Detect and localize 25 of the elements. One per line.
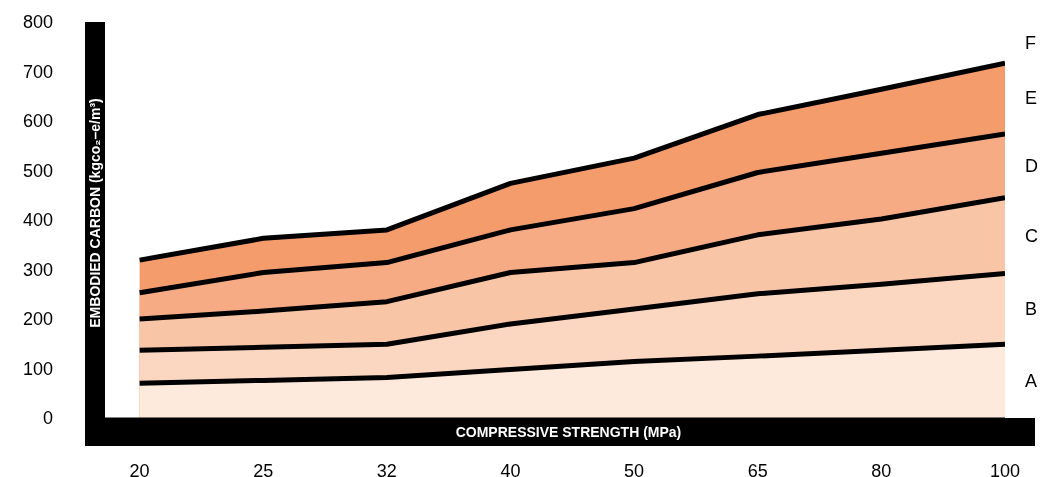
x-tick-label: 100 [989,460,1021,477]
x-tick-label: 50 [624,460,645,477]
y-tick-label: 700 [22,61,53,82]
y-tick-label: 800 [22,12,53,33]
x-tick-label: 32 [376,460,397,477]
series-label: B [1025,298,1038,320]
x-tick-label: 65 [747,460,768,477]
series-label: C [1025,225,1038,247]
series-label: E [1025,87,1038,109]
series-label: A [1025,370,1038,392]
y-tick-label: 600 [22,111,53,132]
x-tick-label: 40 [500,460,521,477]
y-tick-label: 200 [22,309,53,330]
y-axis-title: EMBODIED CARBON (kgco₂–e/m³) [87,98,103,328]
y-tick-label: 300 [22,259,53,280]
x-tick-label: 20 [129,460,150,477]
y-tick-label: 0 [42,408,53,429]
y-tick-label: 400 [22,210,53,231]
series-label: D [1025,155,1038,177]
y-tick-label: 100 [22,358,53,379]
y-tick-label: 500 [22,160,53,181]
x-axis-title: COMPRESSIVE STRENGTH (MPa) [454,423,683,442]
x-tick-label: 25 [253,460,274,477]
x-tick-label: 80 [871,460,892,477]
text: F [1025,32,1036,54]
